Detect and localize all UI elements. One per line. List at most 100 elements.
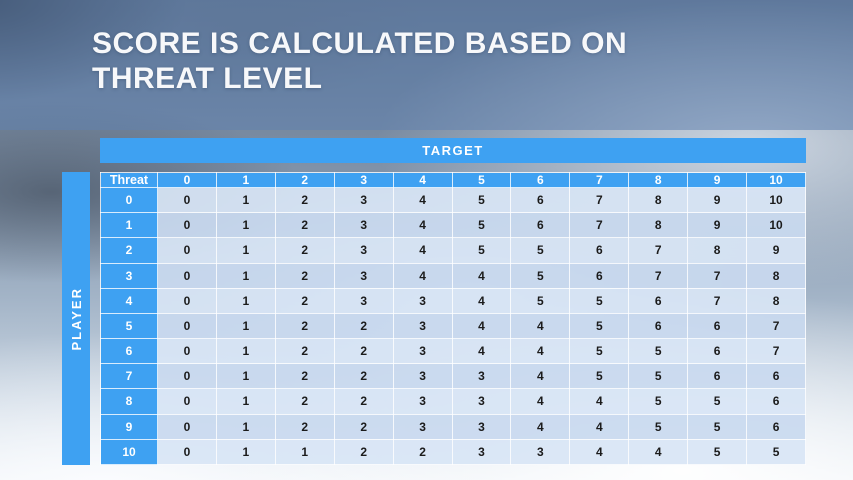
score-cell: 4 [510,388,571,415]
score-cell: 4 [451,338,512,365]
target-column-header: 7 [569,172,630,188]
target-column-header: 10 [746,172,806,188]
score-cell: 2 [333,312,394,340]
score-cell: 7 [687,262,748,289]
score-cell: 4 [451,287,512,314]
target-column-header: 2 [274,172,335,188]
score-cell: 5 [628,338,689,365]
score-cell: 2 [274,388,335,415]
score-cell: 9 [687,212,748,239]
score-table: Threat 0 1 2 3 4 5 6 7 8 9 10 0 0 1 2 3 4 5 6 7 8 9 10 1 0 1 2 3 4 5 6… [100,172,806,466]
score-table-head: Threat 0 1 2 3 4 5 6 7 8 9 10 [100,172,806,188]
score-cell: 4 [392,212,453,239]
score-cell: 2 [333,438,394,466]
score-cell: 8 [628,186,689,214]
score-cell: 2 [333,338,394,365]
score-cell: 1 [215,438,276,466]
threat-row-header: 10 [100,438,158,466]
score-cell: 6 [687,363,748,390]
score-cell: 4 [451,262,512,289]
score-cell: 6 [510,186,571,214]
threat-row-header: 6 [100,338,158,365]
score-cell: 5 [628,413,689,440]
score-cell: 1 [215,186,276,214]
score-cell: 7 [746,312,806,340]
score-cell: 2 [274,186,335,214]
score-cell: 6 [746,363,806,390]
threat-row-header: 1 [100,212,158,239]
slide-title: SCORE IS CALCULATED BASED ON THREAT LEVE… [92,27,628,96]
threat-row-header: 0 [100,186,158,214]
target-column-header: 1 [215,172,276,188]
score-cell: 0 [157,186,217,214]
score-cell: 5 [510,237,571,264]
score-cell: 3 [333,237,394,264]
score-cell: 8 [687,237,748,264]
score-cell: 6 [746,388,806,415]
score-cell: 4 [569,413,630,440]
score-cell: 0 [157,287,217,314]
score-cell: 2 [274,312,335,340]
score-cell: 3 [333,186,394,214]
score-cell: 2 [333,388,394,415]
score-cell: 5 [569,338,630,365]
score-cell: 8 [746,287,806,314]
score-cell: 0 [157,237,217,264]
score-cell: 6 [687,312,748,340]
target-column-header: 3 [333,172,394,188]
score-cell: 1 [215,338,276,365]
score-cell: 4 [510,312,571,340]
score-cell: 3 [451,363,512,390]
score-cell: 0 [157,363,217,390]
score-cell: 0 [157,212,217,239]
score-cell: 8 [746,262,806,289]
target-column-header: 8 [628,172,689,188]
score-cell: 4 [451,312,512,340]
score-cell: 10 [746,186,806,214]
score-cell: 1 [215,262,276,289]
score-cell: 5 [569,312,630,340]
target-column-header: 4 [392,172,453,188]
score-cell: 10 [746,212,806,239]
score-cell: 2 [274,212,335,239]
threat-corner-header: Threat [100,172,158,188]
header-row: Threat 0 1 2 3 4 5 6 7 8 9 10 [100,172,806,188]
target-column-header: 5 [451,172,512,188]
score-cell: 7 [687,287,748,314]
score-cell: 5 [687,438,748,466]
score-cell: 4 [392,262,453,289]
score-cell: 7 [628,237,689,264]
score-cell: 3 [392,312,453,340]
score-cell: 5 [510,287,571,314]
score-cell: 0 [157,338,217,365]
score-cell: 4 [510,338,571,365]
score-cell: 4 [392,237,453,264]
score-cell: 5 [569,363,630,390]
target-label: TARGET [422,143,484,158]
table-row: 1 0 1 2 3 4 5 6 7 8 9 10 [100,212,806,239]
score-cell: 5 [451,212,512,239]
score-cell: 2 [274,262,335,289]
score-cell: 5 [628,388,689,415]
score-cell: 3 [392,413,453,440]
score-cell: 6 [628,287,689,314]
score-cell: 1 [215,212,276,239]
score-cell: 5 [746,438,806,466]
score-cell: 4 [510,413,571,440]
score-cell: 2 [392,438,453,466]
score-cell: 3 [333,287,394,314]
target-axis-header: TARGET [100,138,806,163]
score-cell: 7 [746,338,806,365]
target-column-header: 9 [687,172,748,188]
score-cell: 3 [392,338,453,365]
score-cell: 1 [215,312,276,340]
score-cell: 4 [628,438,689,466]
title-band: SCORE IS CALCULATED BASED ON THREAT LEVE… [0,0,853,130]
score-cell: 6 [569,237,630,264]
